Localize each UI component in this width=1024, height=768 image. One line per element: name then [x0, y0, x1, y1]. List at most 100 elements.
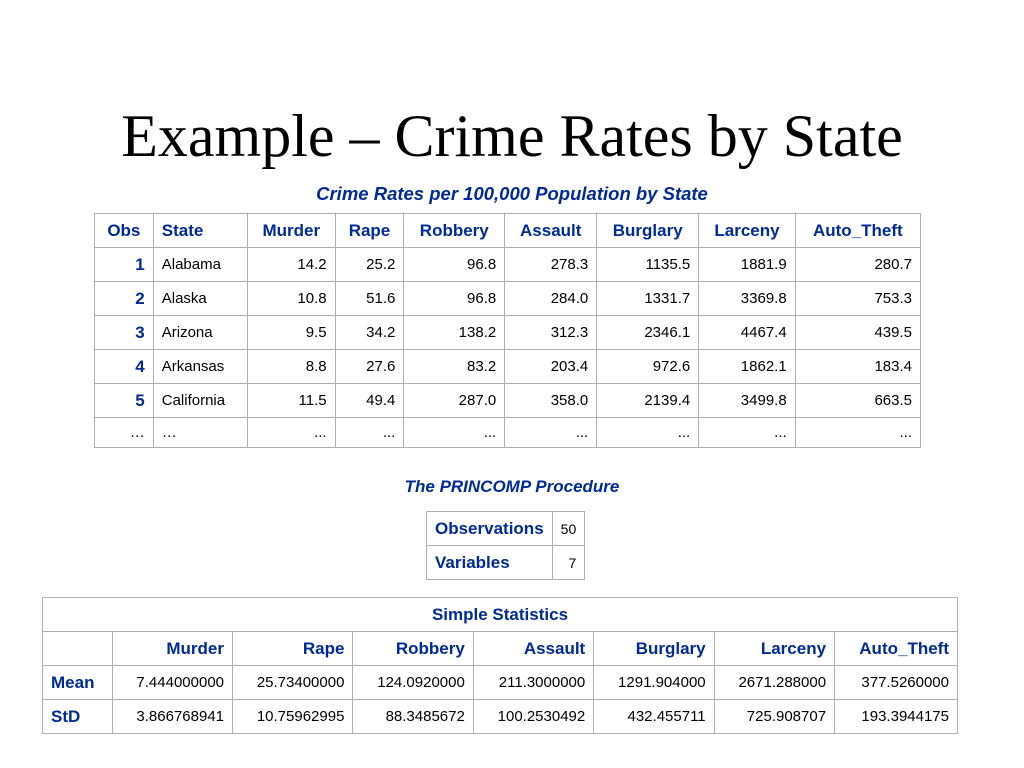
header-auto-theft: Auto_Theft: [794, 213, 922, 248]
header-burglary: Burglary: [593, 631, 715, 666]
larceny-cell: 1862.1: [698, 349, 796, 384]
obs-cell: 5: [94, 383, 154, 418]
murder-cell: 9.5: [247, 315, 336, 350]
rape-cell: 51.6: [334, 281, 405, 316]
assault-cell: 203.4: [504, 349, 598, 384]
obs-cell: 3: [94, 315, 154, 350]
table-row: Mean 7.444000000 25.73400000 124.0920000…: [42, 665, 958, 700]
larceny-cell: 3499.8: [698, 383, 796, 418]
robbery-cell: 138.2: [403, 315, 506, 350]
larceny-cell: 3369.8: [698, 281, 796, 316]
burglary-cell: 2139.4: [596, 383, 700, 418]
header-robbery: Robbery: [403, 213, 506, 248]
variables-label: Variables: [426, 545, 553, 580]
burglary-cell: 2346.1: [596, 315, 700, 350]
murder-cell: 10.8: [247, 281, 336, 316]
state-cell: Arkansas: [152, 349, 249, 384]
table-row: Observations 50: [426, 511, 586, 546]
burglary-cell: 972.6: [596, 349, 700, 384]
variables-value: 7: [551, 545, 586, 580]
auto-theft-cell: 280.7: [794, 247, 922, 282]
rape-cell: 49.4: [334, 383, 405, 418]
state-cell: Alabama: [152, 247, 249, 282]
table-row: 3 Arizona 9.5 34.2 138.2 312.3 2346.1 44…: [94, 315, 922, 350]
stat-cell: 2671.288000: [713, 665, 836, 700]
table-row: StD 3.866768941 10.75962995 88.3485672 1…: [42, 699, 958, 734]
larceny-cell: 1881.9: [698, 247, 796, 282]
table-row: 4 Arkansas 8.8 27.6 83.2 203.4 972.6 186…: [94, 349, 922, 384]
stat-cell: 88.3485672: [352, 699, 474, 734]
stat-cell: 7.444000000: [111, 665, 234, 700]
table-row-ellipsis: … … ... ... ... ... ... ... ...: [94, 417, 922, 448]
rape-cell: 25.2: [334, 247, 405, 282]
robbery-cell: 287.0: [403, 383, 506, 418]
murder-cell: 8.8: [247, 349, 336, 384]
header-assault: Assault: [504, 213, 598, 248]
assault-cell: 278.3: [504, 247, 598, 282]
header-obs: Obs: [94, 213, 154, 248]
robbery-cell: ...: [403, 417, 506, 448]
larceny-cell: ...: [698, 417, 796, 448]
rape-cell: 34.2: [334, 315, 405, 350]
header-assault: Assault: [472, 631, 595, 666]
header-burglary: Burglary: [596, 213, 700, 248]
princomp-caption: The PRINCOMP Procedure: [404, 477, 620, 496]
assault-cell: ...: [504, 417, 598, 448]
crime-rates-table: Obs State Murder Rape Robbery Assault Bu…: [94, 213, 922, 448]
assault-cell: 312.3: [504, 315, 598, 350]
state-cell: Arizona: [152, 315, 249, 350]
stat-cell: 25.73400000: [232, 665, 354, 700]
row-label-std: StD: [42, 699, 113, 734]
stat-cell: 193.3944175: [834, 699, 958, 734]
auto-theft-cell: 753.3: [794, 281, 922, 316]
header-murder: Murder: [111, 631, 234, 666]
crime-table-caption: Crime Rates per 100,000 Population by St…: [316, 183, 708, 204]
state-cell: …: [152, 417, 249, 448]
table-row: 2 Alaska 10.8 51.6 96.8 284.0 1331.7 336…: [94, 281, 922, 316]
burglary-cell: 1331.7: [596, 281, 700, 316]
stat-cell: 432.455711: [593, 699, 715, 734]
obs-cell: …: [94, 417, 154, 448]
header-rape: Rape: [334, 213, 405, 248]
header-rape: Rape: [232, 631, 354, 666]
obs-cell: 4: [94, 349, 154, 384]
murder-cell: ...: [247, 417, 336, 448]
robbery-cell: 83.2: [403, 349, 506, 384]
stat-cell: 124.0920000: [352, 665, 474, 700]
state-cell: California: [152, 383, 249, 418]
assault-cell: 284.0: [504, 281, 598, 316]
stat-cell: 1291.904000: [593, 665, 715, 700]
burglary-cell: 1135.5: [596, 247, 700, 282]
rape-cell: ...: [334, 417, 405, 448]
state-cell: Alaska: [152, 281, 249, 316]
simple-statistics-title: Simple Statistics: [42, 597, 958, 632]
table-row: 1 Alabama 14.2 25.2 96.8 278.3 1135.5 18…: [94, 247, 922, 282]
murder-cell: 14.2: [247, 247, 336, 282]
header-robbery: Robbery: [352, 631, 474, 666]
rape-cell: 27.6: [334, 349, 405, 384]
obs-cell: 2: [94, 281, 154, 316]
header-blank: [42, 631, 113, 666]
stat-cell: 10.75962995: [232, 699, 354, 734]
auto-theft-cell: 183.4: [794, 349, 922, 384]
header-auto-theft: Auto_Theft: [834, 631, 958, 666]
stat-cell: 3.866768941: [111, 699, 234, 734]
murder-cell: 11.5: [247, 383, 336, 418]
auto-theft-cell: 663.5: [794, 383, 922, 418]
slide-title: Example – Crime Rates by State: [121, 103, 903, 169]
auto-theft-cell: ...: [794, 417, 922, 448]
table-row: Variables 7: [426, 545, 586, 580]
burglary-cell: ...: [596, 417, 700, 448]
header-murder: Murder: [247, 213, 336, 248]
larceny-cell: 4467.4: [698, 315, 796, 350]
assault-cell: 358.0: [504, 383, 598, 418]
header-larceny: Larceny: [713, 631, 836, 666]
table-header-row: Obs State Murder Rape Robbery Assault Bu…: [94, 213, 922, 248]
stat-cell: 725.908707: [713, 699, 836, 734]
row-label-mean: Mean: [42, 665, 113, 700]
table-title-row: Simple Statistics: [42, 597, 958, 632]
stat-cell: 211.3000000: [472, 665, 595, 700]
table-row: 5 California 11.5 49.4 287.0 358.0 2139.…: [94, 383, 922, 418]
obs-cell: 1: [94, 247, 154, 282]
header-larceny: Larceny: [698, 213, 796, 248]
